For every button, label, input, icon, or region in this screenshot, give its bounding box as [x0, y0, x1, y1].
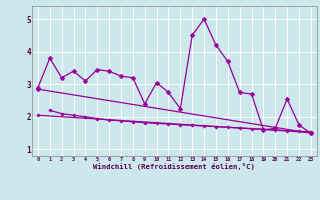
- X-axis label: Windchill (Refroidissement éolien,°C): Windchill (Refroidissement éolien,°C): [93, 163, 255, 170]
